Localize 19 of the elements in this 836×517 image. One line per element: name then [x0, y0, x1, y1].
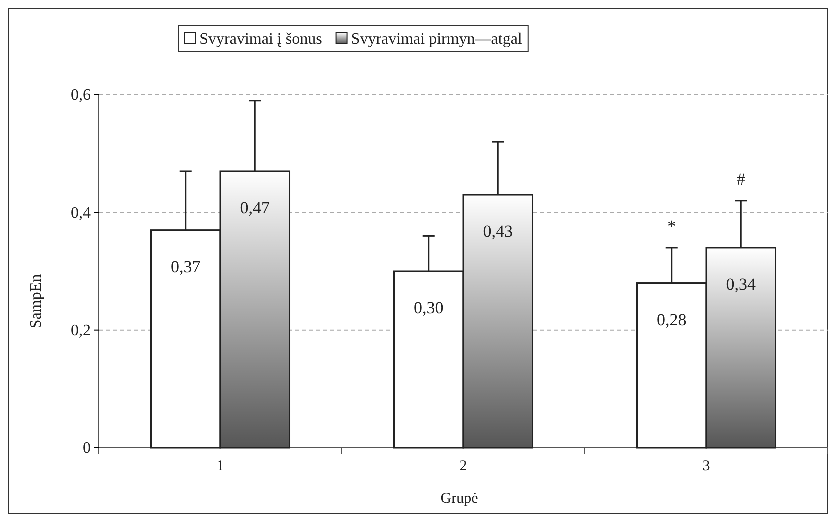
data-label: 0,47 — [240, 198, 271, 218]
y-tick-label: 0 — [83, 440, 91, 458]
x-axis-title: Grupė — [440, 491, 479, 507]
x-tick-label: 1 — [216, 458, 224, 475]
x-tick-label: 2 — [460, 458, 468, 475]
legend-label: Svyravimai į šonus — [200, 31, 322, 48]
y-tick-label: 0,4 — [71, 204, 91, 222]
annotation: * — [668, 216, 676, 236]
data-label: 0,30 — [414, 298, 444, 318]
legend-label: Svyravimai pirmyn—atgal — [351, 31, 523, 48]
data-label: 0,28 — [656, 310, 687, 330]
annotation: # — [736, 170, 746, 189]
data-label: 0,34 — [726, 274, 757, 294]
data-label: 0,43 — [483, 222, 514, 242]
y-tick-label: 0,6 — [71, 87, 91, 104]
x-tick-label: 3 — [702, 458, 710, 475]
y-axis-title: SampEn — [28, 274, 45, 329]
data-label: 0,37 — [170, 257, 202, 276]
y-tick-label: 0,2 — [71, 322, 91, 340]
